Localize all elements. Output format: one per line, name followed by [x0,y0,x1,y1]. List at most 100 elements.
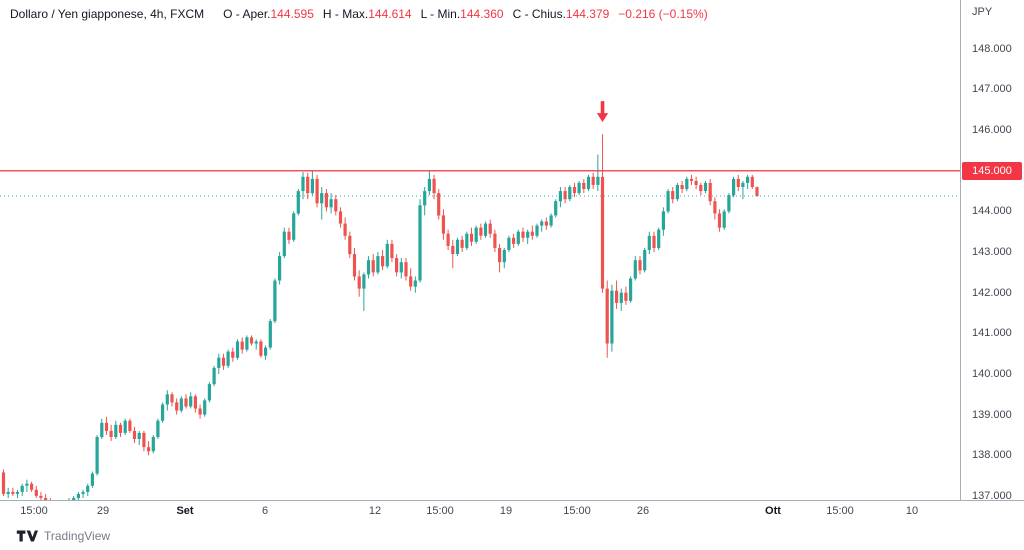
candle-body [348,235,352,255]
candle-body [118,424,123,433]
time-axis-tick: 15:00 [426,505,454,517]
candle-body [25,483,29,486]
candle-body [465,233,469,248]
price-axis-label: 143.000 [972,246,1012,259]
candle-body [198,408,202,415]
candle-body [619,292,623,303]
down-arrow-head [596,113,609,123]
open-label: O - Aper. [223,7,271,21]
candle-body [81,491,85,494]
price-axis-label: 140.000 [972,367,1012,380]
candle-body [268,321,272,348]
candle-body [165,394,169,405]
candle-body [596,176,600,185]
candle-body [703,182,708,191]
candle-body [535,225,539,236]
candle-body [615,290,619,303]
price-axis-label: 138.000 [972,449,1012,462]
candle-body [432,178,436,194]
candle-body [437,193,441,216]
candle-body [409,276,413,287]
candle-body [549,215,553,226]
candle-body [30,483,34,490]
candle-body [638,260,642,271]
symbol-title[interactable]: Dollaro / Yen giapponese, 4h, FXCM [10,7,205,21]
candle-body [586,176,591,189]
candle-body [554,201,558,216]
candle-body [292,213,296,240]
close-label: C - Chius. [512,7,566,21]
candle-body [722,211,726,228]
chart-legend: Dollaro / Yen giapponese, 4h, FXCM O - Ap… [10,7,708,21]
candle-body [324,193,328,208]
candle-body [713,201,717,214]
candle-body [39,495,43,498]
candle-body [20,485,24,492]
tradingview-brand-text[interactable]: TradingView [44,529,111,543]
candle-body [315,178,319,204]
candle-body [605,288,609,344]
candle-body [418,205,422,281]
candle-body [193,396,197,409]
candle-body [1,472,6,494]
candle-body [661,211,665,230]
candle-body [657,229,661,248]
candle-body [226,351,230,366]
candle-body [451,245,455,254]
candle-body [240,341,244,350]
candle-body [582,182,586,189]
candle-body [334,199,338,212]
price-axis-label: 137.000 [972,489,1012,502]
candle-body [100,422,104,437]
candle-body [376,256,380,273]
candle-body [647,235,651,250]
candle-body [736,178,740,187]
candle-body [427,178,431,192]
candle-body [507,237,511,250]
candle-body [90,473,94,486]
candle-body [746,176,750,183]
candle-body [643,250,647,271]
candle-body [273,280,277,322]
price-axis[interactable]: JPY 145.000 148.000 147.000 146.000 144.000… [961,0,1024,502]
candle-body [441,215,445,234]
candle-body [175,402,179,411]
candle-body [446,233,450,246]
candle-body [161,404,165,421]
candle-body [544,221,548,226]
candle-body [694,180,698,185]
candle-body [516,231,520,244]
candle-body [343,223,347,236]
candle-body [310,178,314,194]
candle-body [104,422,109,431]
candle-body [221,357,226,366]
candle-body [320,193,324,204]
candle-body [563,191,567,200]
time-axis[interactable]: 15:00 29 Set 6 12 15:00 19 15:00 26 Ott 15:00 10 [0,500,1024,524]
footer-bar: TradingView [0,523,1024,550]
candle-body [34,489,38,496]
candle-body [15,491,20,494]
candle-body [600,176,605,289]
candle-body [493,233,497,248]
price-axis-label: 141.000 [972,327,1012,340]
candle-body [512,237,516,244]
candle-body [755,187,759,196]
candlestick-chart[interactable] [0,0,960,500]
price-axis-label: 142.000 [972,286,1012,299]
candle-body [301,176,305,191]
candle-body [530,231,534,236]
candle-body [685,178,689,190]
candle-body [385,243,389,267]
low-value: 144.360 [460,7,504,21]
price-line-label-badge: 145.000 [962,161,1022,180]
time-axis-tick: 12 [368,505,382,517]
time-axis-tick: 15:00 [826,505,854,517]
candle-body [95,437,99,474]
tradingview-logo-icon[interactable] [16,529,38,543]
candle-body [395,258,399,273]
candle-body [114,424,118,437]
candle-body [212,367,216,385]
time-axis-tick: 29 [96,505,110,517]
